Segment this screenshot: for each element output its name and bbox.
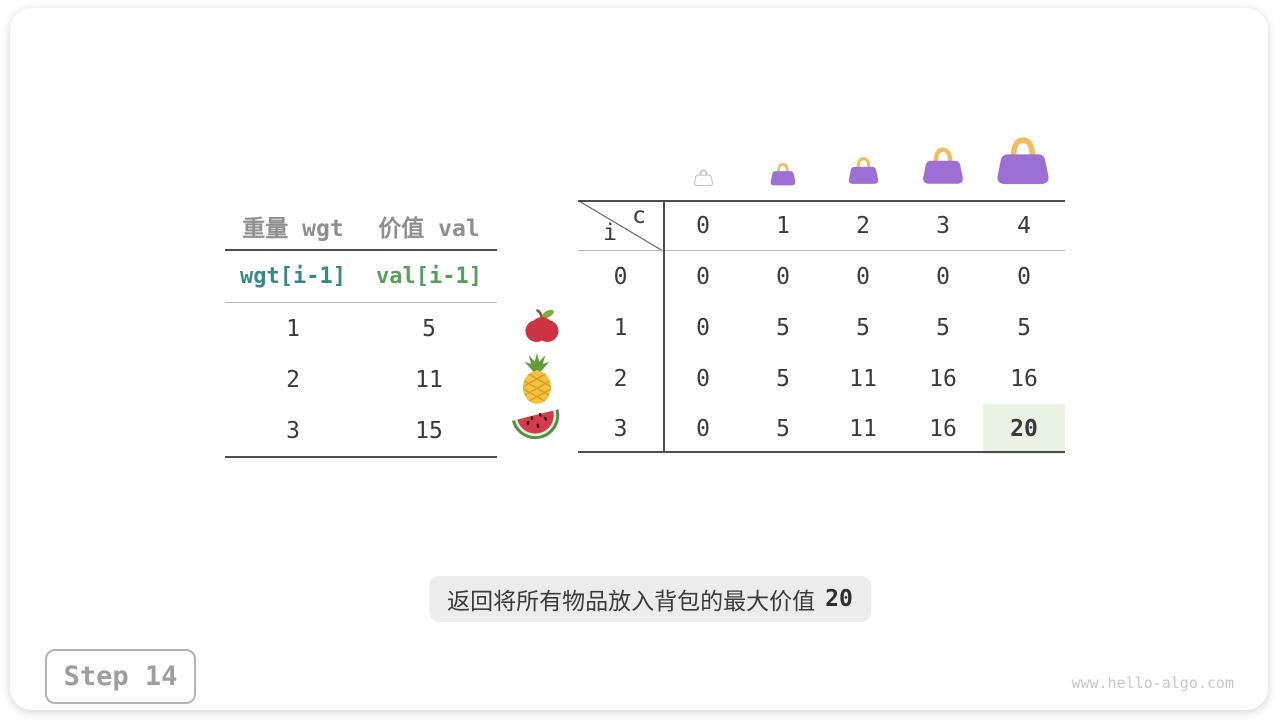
- items-table-header-row: 重量 wgt 价值 val: [225, 203, 497, 251]
- apple-icon: [524, 307, 560, 351]
- dp-cell: 5: [776, 314, 790, 341]
- item-1-value: 5: [422, 315, 436, 342]
- dp-bottom-border: [578, 451, 1065, 453]
- item-row-1: 1 5: [225, 303, 497, 354]
- item-1-weight: 1: [286, 315, 300, 342]
- bag-capacity-0-icon: [693, 169, 714, 191]
- dp-row-header: 0: [613, 263, 628, 290]
- dp-row-header: 3: [613, 416, 628, 442]
- dp-corner-item-label: i: [603, 220, 617, 246]
- dp-col-header: 2: [856, 212, 870, 239]
- dp-table: 0 1 2 3 4 0 0 0 0 0 0 1 0 5 5 5 5 2 0 5 …: [578, 200, 1065, 454]
- dp-col-header: 1: [776, 212, 790, 239]
- dp-cell: 0: [936, 263, 950, 290]
- item-row-2: 2 11: [225, 354, 497, 405]
- caption-value: 20: [825, 586, 853, 612]
- bag-capacity-3-icon: [922, 147, 964, 191]
- dp-row-header: 2: [613, 365, 628, 392]
- item-2-value: 11: [415, 366, 443, 393]
- dp-col-header: 3: [936, 212, 950, 239]
- dp-cell: 16: [929, 416, 957, 442]
- pineapple-icon: [513, 352, 561, 410]
- bag-capacity-1-icon: [770, 162, 796, 191]
- bag-capacity-4-icon: [996, 137, 1050, 192]
- step-badge: Step 14: [45, 649, 196, 704]
- result-caption: 返回将所有物品放入背包的最大价值 20: [429, 576, 871, 622]
- dp-cell: 0: [696, 263, 710, 290]
- dp-cell: 5: [936, 314, 950, 341]
- weight-column-header: 重量 wgt: [242, 216, 344, 242]
- dp-cell: 0: [696, 314, 710, 341]
- watermark: www.hello-algo.com: [1071, 674, 1234, 692]
- dp-cell: 0: [1017, 263, 1031, 290]
- dp-cell: 0: [776, 263, 790, 290]
- dp-col-header: 0: [696, 212, 710, 239]
- bag-capacity-2-icon: [848, 157, 879, 190]
- dp-col-header: 4: [1017, 212, 1031, 239]
- dp-cell: 5: [1017, 314, 1031, 341]
- dp-cell: 5: [856, 314, 870, 341]
- items-table: 重量 wgt 价值 val wgt[i-1] val[i-1] 1 5 2 11…: [225, 203, 497, 458]
- item-row-3: 3 15: [225, 405, 497, 458]
- dp-cell-highlighted: 20: [983, 404, 1065, 454]
- dp-vertical-divider: [663, 200, 665, 453]
- watermelon-icon: [509, 402, 563, 448]
- wgt-array-label: wgt[i-1]: [240, 264, 346, 289]
- dp-cell: 11: [849, 416, 877, 442]
- dp-cell: 5: [776, 416, 790, 442]
- step-badge-label: Step 14: [63, 661, 178, 692]
- item-3-value: 15: [415, 417, 443, 444]
- dp-header-divider: [578, 250, 1065, 251]
- item-2-weight: 2: [286, 366, 300, 393]
- dp-row-header: 1: [613, 314, 628, 341]
- dp-cell: 0: [696, 365, 710, 392]
- items-table-subheader-row: wgt[i-1] val[i-1]: [225, 251, 497, 303]
- value-column-header: 价值 val: [378, 216, 480, 242]
- dp-cell: 5: [776, 365, 790, 392]
- caption-text: 返回将所有物品放入背包的最大价值: [447, 589, 816, 615]
- dp-cell: 0: [856, 263, 870, 290]
- figure-card: 重量 wgt 价值 val wgt[i-1] val[i-1] 1 5 2 11…: [10, 8, 1268, 710]
- dp-corner-diagonal: [578, 200, 664, 252]
- dp-cell: 11: [849, 365, 877, 392]
- dp-grid: 0 1 2 3 4 0 0 0 0 0 0 1 0 5 5 5 5 2 0 5 …: [578, 200, 1065, 454]
- dp-cell: 16: [1010, 365, 1038, 392]
- dp-cell: 0: [696, 416, 710, 442]
- val-array-label: val[i-1]: [376, 264, 482, 289]
- dp-corner-capacity-label: c: [632, 203, 646, 229]
- item-3-weight: 3: [286, 417, 300, 444]
- dp-top-border: [578, 200, 1065, 202]
- dp-cell: 16: [929, 365, 957, 392]
